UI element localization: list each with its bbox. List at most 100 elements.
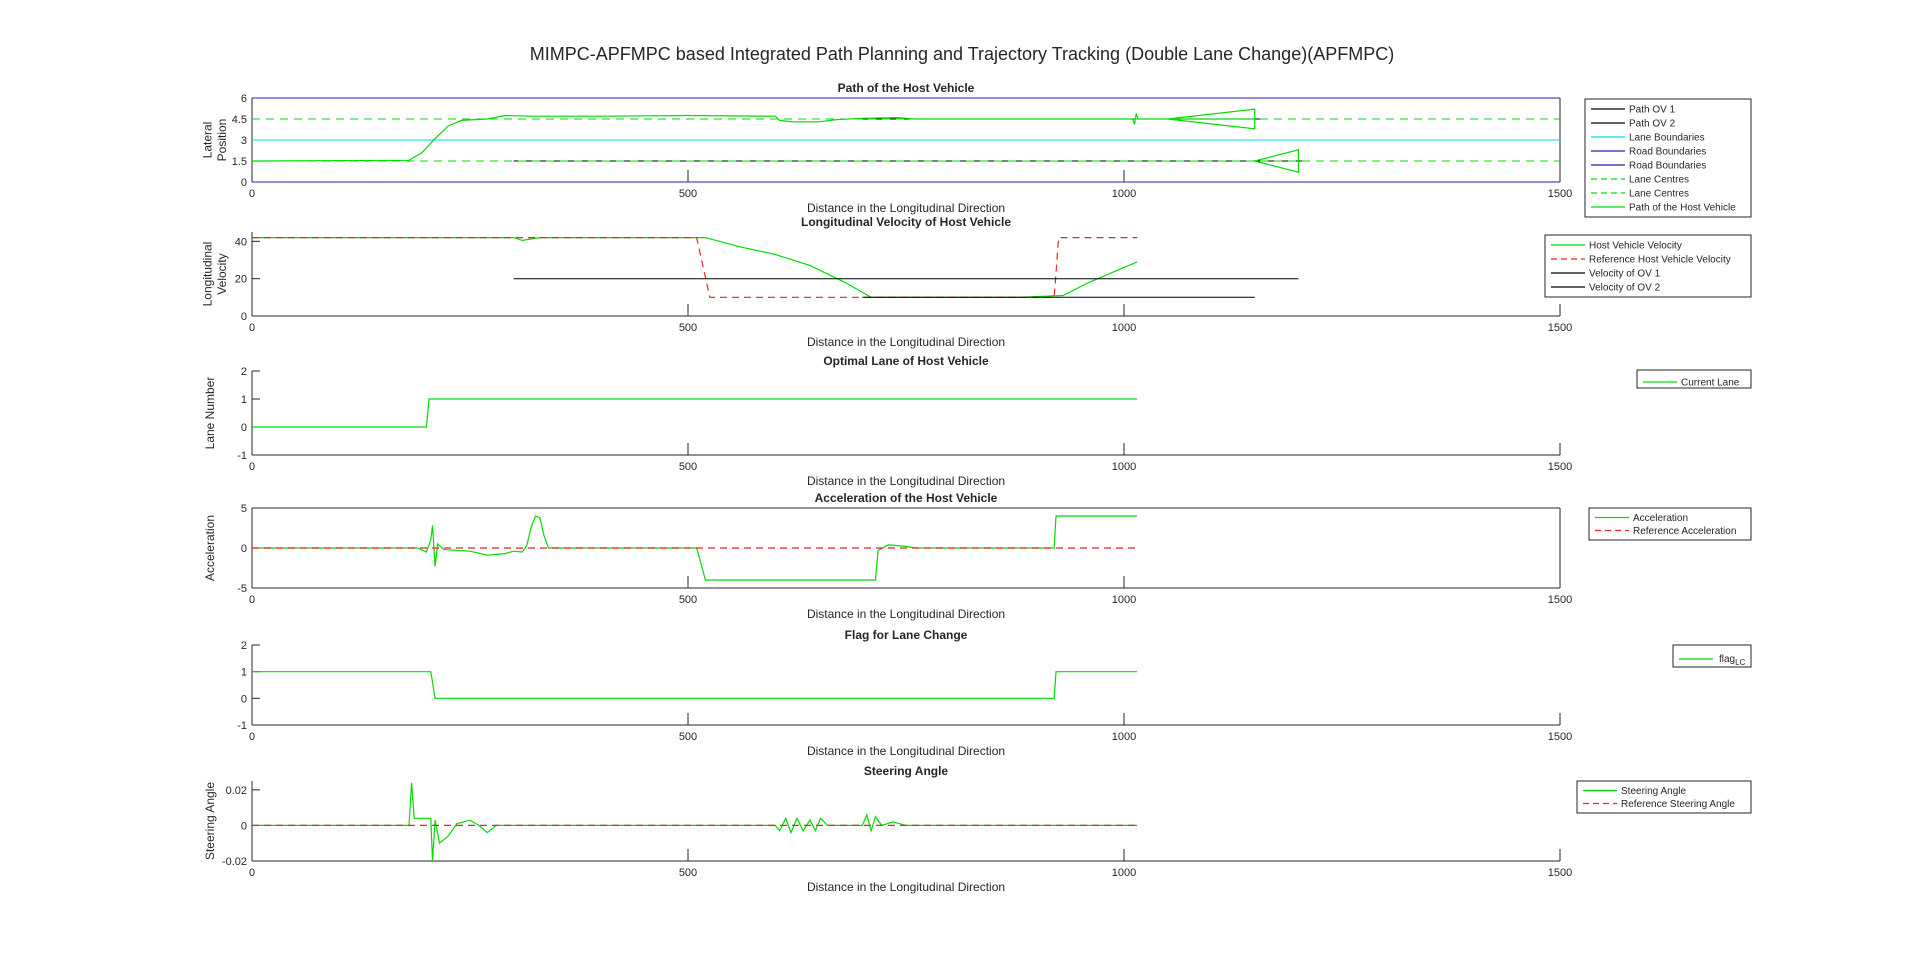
- flag-x-label: Distance in the Longitudinal Direction: [807, 744, 1005, 758]
- steer-x-label: Distance in the Longitudinal Direction: [807, 880, 1005, 894]
- steer-series-steering-angle: [252, 782, 1138, 862]
- path-y-label-line2: Position: [215, 119, 229, 162]
- steer-title: Steering Angle: [864, 764, 949, 778]
- path-legend-label: Lane Boundaries: [1629, 133, 1705, 144]
- path-y-tick-label: 6: [241, 93, 247, 105]
- steer-y-tick-label: 0: [241, 820, 247, 832]
- flag-text: flag: [1719, 654, 1735, 665]
- flag-x-tick-label: 500: [679, 731, 697, 743]
- lane-legend: Current Lane: [1636, 369, 1752, 389]
- lane-legend-label: Current Lane: [1681, 378, 1740, 389]
- velocity-x-tick-label: 1500: [1548, 322, 1572, 334]
- velocity-y-tick-label: 40: [235, 236, 247, 248]
- lane-y-tick-label: 2: [241, 366, 247, 378]
- path-x-tick-label: 500: [679, 188, 697, 200]
- velocity-series-group: [252, 237, 1299, 298]
- lane-x-label: Distance in the Longitudinal Direction: [807, 474, 1005, 488]
- path-series-ov-2-marker: [1254, 149, 1300, 173]
- lane-y-tick-label: 0: [241, 422, 247, 434]
- accel-x-tick-label: 500: [679, 594, 697, 606]
- velocity-y-tick-label: 0: [241, 311, 247, 323]
- accel-y-tick-label: -5: [237, 583, 247, 595]
- flag-x-tick-label: 0: [249, 731, 255, 743]
- steer-series-group: [252, 782, 1138, 862]
- steer-x-tick-label: 1500: [1548, 867, 1572, 879]
- flag-y-tick-label: -1: [237, 720, 247, 732]
- path-series-group: [252, 97, 1560, 183]
- lane-y-tick-label: 1: [241, 394, 247, 406]
- steer-legend-label: Reference Steering Angle: [1621, 799, 1735, 810]
- accel-x-tick-label: 1500: [1548, 594, 1572, 606]
- lane-y-label: Lane Number: [203, 377, 217, 450]
- lane-x-tick-label: 0: [249, 461, 255, 473]
- path-y-label: LateralPosition: [201, 119, 229, 162]
- path-legend-label: Road Boundaries: [1629, 147, 1706, 158]
- lane-x-tick-label: 500: [679, 461, 697, 473]
- velocity-x-tick-label: 500: [679, 322, 697, 334]
- accel-y-tick-label: 0: [241, 543, 247, 555]
- path-y-tick-label: 0: [241, 177, 247, 189]
- flag-y-tick-label: 2: [241, 640, 247, 652]
- steer-legend: Steering Angle Reference Steering Angle: [1576, 780, 1752, 814]
- path-panel: 0 500 1000 1500 0 1.5 3 4.5 6 Path of the Host Ve…: [201, 81, 1752, 218]
- accel-series-acceleration: [252, 515, 1138, 581]
- velocity-legend-label: Reference Host Vehicle Velocity: [1589, 255, 1731, 266]
- path-legend: Path OV 1 Path OV 2 Lane Boundaries Road Bo…: [1584, 98, 1752, 218]
- accel-legend: Acceleration Reference Acceleration: [1588, 507, 1752, 541]
- flag-subscript: LC: [1735, 658, 1745, 667]
- flag-legend: flagLC: [1672, 644, 1752, 668]
- flag-title: Flag for Lane Change: [845, 628, 968, 642]
- flag-x-tick-label: 1500: [1548, 731, 1572, 743]
- flag-legend-label: flagLC: [1719, 654, 1746, 667]
- velocity-y-label: LongitudinalVelocity: [201, 242, 229, 307]
- accel-legend-label: Reference Acceleration: [1633, 526, 1736, 537]
- velocity-title: Longitudinal Velocity of Host Vehicle: [801, 215, 1011, 229]
- path-legend-label: Lane Centres: [1629, 189, 1689, 200]
- path-legend-label: Lane Centres: [1629, 175, 1689, 186]
- path-title: Path of the Host Vehicle: [838, 81, 975, 95]
- path-x-label: Distance in the Longitudinal Direction: [807, 201, 1005, 215]
- path-legend-box: [1584, 98, 1752, 218]
- steer-legend-label: Steering Angle: [1621, 786, 1686, 797]
- flag-series-flag-lc: [252, 671, 1138, 699]
- path-y-tick-label: 3: [241, 135, 247, 147]
- path-y-tick-label: 4.5: [232, 114, 247, 126]
- lane-x-tick-label: 1500: [1548, 461, 1572, 473]
- path-series-path-of-the-host-vehicle: [252, 108, 1256, 162]
- steer-x-tick-label: 1000: [1112, 867, 1136, 879]
- steer-x-tick-label: 500: [679, 867, 697, 879]
- flag-legend-box: [1672, 644, 1752, 668]
- accel-legend-box: [1588, 507, 1752, 541]
- velocity-legend: Host Vehicle Velocity Reference Host Vehi…: [1544, 234, 1752, 298]
- steer-legend-box: [1576, 780, 1752, 814]
- velocity-panel: 0 500 1000 1500 0 20 40 Longitudinal Velocity o…: [201, 215, 1752, 349]
- steer-y-label: Steering Angle: [203, 782, 217, 860]
- path-legend-label: Road Boundaries: [1629, 161, 1706, 172]
- path-y-label-line1: Lateral: [201, 122, 215, 159]
- path-legend-label: Path OV 2: [1629, 119, 1676, 130]
- accel-x-label: Distance in the Longitudinal Direction: [807, 607, 1005, 621]
- lane-y-tick-label: -1: [237, 450, 247, 462]
- lane-title: Optimal Lane of Host Vehicle: [823, 354, 989, 368]
- velocity-x-tick-label: 0: [249, 322, 255, 334]
- velocity-series-host-vehicle-velocity: [252, 237, 1138, 298]
- flag-y-tick-label: 0: [241, 693, 247, 705]
- path-x-tick-label: 1500: [1548, 188, 1572, 200]
- flag-x-tick-label: 1000: [1112, 731, 1136, 743]
- velocity-series-reference-host-vehicle-velocity: [252, 237, 1138, 298]
- accel-title: Acceleration of the Host Vehicle: [815, 491, 998, 505]
- path-legend-label: Path of the Host Vehicle: [1629, 203, 1736, 214]
- velocity-legend-label: Velocity of OV 2: [1589, 283, 1661, 294]
- accel-y-tick-label: 5: [241, 503, 247, 515]
- velocity-y-label-line2: Velocity: [215, 253, 229, 294]
- lane-x-tick-label: 1000: [1112, 461, 1136, 473]
- steer-y-tick-label: -0.02: [222, 856, 247, 868]
- lane-series-group: [252, 398, 1138, 428]
- lane-legend-box: [1636, 369, 1752, 389]
- path-legend-label: Path OV 1: [1629, 105, 1676, 116]
